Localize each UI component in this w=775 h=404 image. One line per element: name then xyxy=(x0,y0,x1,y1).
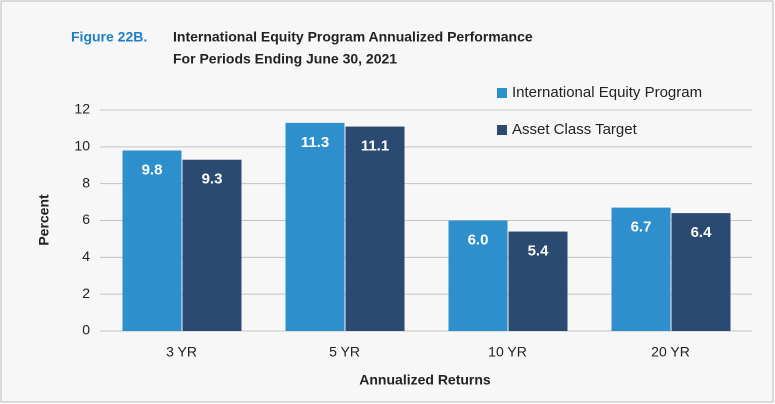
y-tick-label: 0 xyxy=(82,322,90,338)
bar xyxy=(345,126,405,331)
y-tick-label: 10 xyxy=(74,138,90,154)
bar xyxy=(508,231,568,331)
data-label: 6.0 xyxy=(468,231,489,248)
x-tick-label: 10 YR xyxy=(488,344,527,360)
y-tick-label: 2 xyxy=(82,285,90,301)
bar xyxy=(182,159,242,331)
data-label: 9.3 xyxy=(202,171,223,188)
x-tick-label: 3 YR xyxy=(166,344,197,360)
chart-title: International Equity Program Annualized … xyxy=(173,29,533,45)
figure-label: Figure 22B. xyxy=(71,29,147,45)
x-tick-label: 20 YR xyxy=(651,344,690,360)
legend-label: Asset Class Target xyxy=(512,121,638,138)
bar xyxy=(611,207,671,331)
data-label: 11.3 xyxy=(301,134,329,151)
y-tick-label: 8 xyxy=(82,174,90,190)
x-axis-label: Annualized Returns xyxy=(359,372,491,388)
legend-label: International Equity Program xyxy=(512,84,702,101)
data-label: 11.1 xyxy=(361,138,389,155)
y-tick-label: 6 xyxy=(82,211,90,227)
bar xyxy=(122,150,182,331)
bar xyxy=(285,122,345,332)
data-label: 9.8 xyxy=(142,161,163,178)
y-tick-label: 12 xyxy=(74,101,90,117)
legend-swatch xyxy=(497,88,507,98)
x-tick-label: 5 YR xyxy=(329,344,360,360)
chart-subtitle: For Periods Ending June 30, 2021 xyxy=(173,51,397,67)
legend-swatch xyxy=(497,125,507,135)
y-axis-label: Percent xyxy=(36,194,52,246)
bar xyxy=(448,220,508,331)
bar xyxy=(671,213,731,331)
data-label: 5.4 xyxy=(528,243,550,260)
y-tick-label: 4 xyxy=(82,248,90,264)
data-label: 6.4 xyxy=(691,224,713,241)
data-label: 6.7 xyxy=(631,219,652,236)
